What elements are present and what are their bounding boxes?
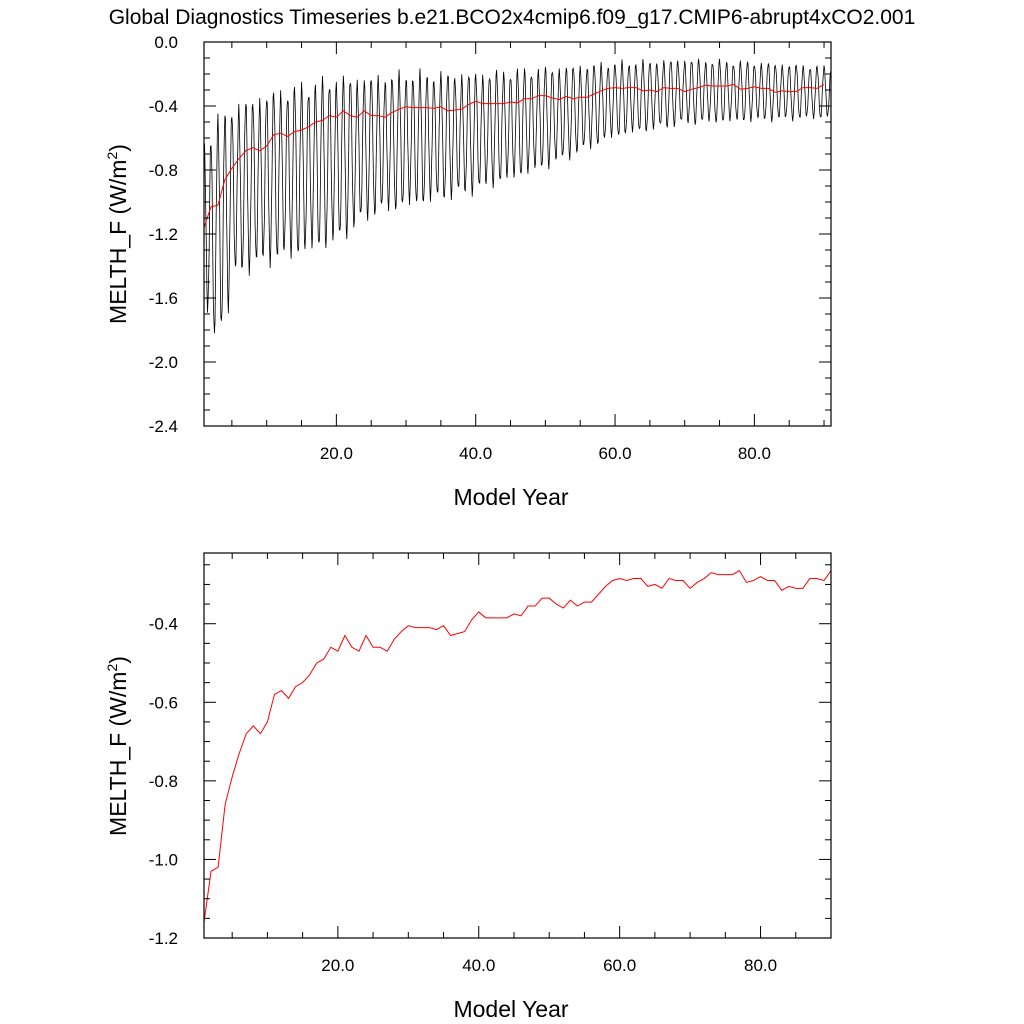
top-y-tick-label: -1.6 xyxy=(149,289,178,308)
top-y-axis-label: MELTH_F (W/m2) xyxy=(104,144,131,324)
top-y-tick-label: -0.4 xyxy=(149,97,178,116)
bottom-x-tick-label: 60.0 xyxy=(603,956,636,975)
bottom-panel: 20.0 40.0 60.0 80.0 -0.4 -0.6 -0.8 -1.0 -1.2 Mod… xyxy=(104,552,832,1022)
bottom-y-tick-label: -1.2 xyxy=(149,929,178,948)
bottom-y-tick-label: -0.4 xyxy=(149,615,178,634)
top-plot-frame xyxy=(203,41,832,427)
top-x-tick-label: 80.0 xyxy=(738,444,771,463)
top-y-tick-label: -0.8 xyxy=(149,161,178,180)
bottom-x-axis-label: Model Year xyxy=(453,996,568,1022)
top-monthly-series-line xyxy=(203,58,832,334)
top-axis-ticks: 20.0 40.0 60.0 80.0 0.0 -0.4 -0.8 -1.2 -1.6 -2.0 -… xyxy=(149,33,831,463)
bottom-x-tick-label: 80.0 xyxy=(744,956,777,975)
top-y-tick-label: -2.0 xyxy=(149,353,178,372)
bottom-axis-ticks: 20.0 40.0 60.0 80.0 -0.4 -0.6 -0.8 -1.0 -1.2 xyxy=(149,553,831,975)
top-y-tick-label: -1.2 xyxy=(149,225,178,244)
top-plot-marks xyxy=(203,58,832,334)
bottom-y-tick-label: -0.8 xyxy=(149,772,178,791)
top-x-tick-label: 20.0 xyxy=(320,444,353,463)
top-x-tick-label: 40.0 xyxy=(459,444,492,463)
bottom-plot-frame xyxy=(203,552,832,939)
top-x-tick-label: 60.0 xyxy=(598,444,631,463)
figure-title: Global Diagnostics Timeseries b.e21.BCO2… xyxy=(109,6,916,29)
bottom-y-axis-label: MELTH_F (W/m2) xyxy=(104,656,131,836)
bottom-x-tick-label: 20.0 xyxy=(321,956,354,975)
bottom-annual-mean-line xyxy=(203,570,832,923)
top-y-tick-label: 0.0 xyxy=(154,33,178,52)
bottom-y-tick-label: -0.6 xyxy=(149,693,178,712)
bottom-y-tick-label: -1.0 xyxy=(149,850,178,869)
top-x-axis-label: Model Year xyxy=(453,484,568,510)
bottom-x-tick-label: 40.0 xyxy=(462,956,495,975)
bottom-plot-marks xyxy=(203,570,832,923)
top-y-tick-label: -2.4 xyxy=(149,417,178,436)
top-panel: 20.0 40.0 60.0 80.0 0.0 -0.4 -0.8 -1.2 -1.6 -2.0 -… xyxy=(104,33,832,510)
top-annual-mean-line xyxy=(203,83,825,228)
